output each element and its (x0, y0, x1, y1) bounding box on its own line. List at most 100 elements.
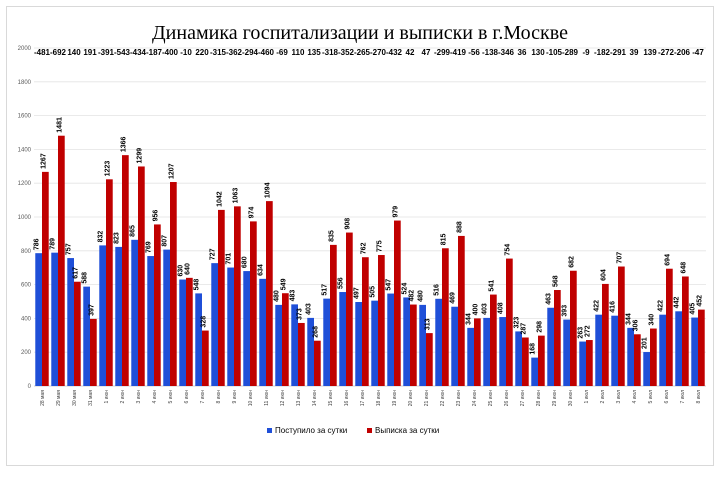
legend-swatch-discharged (367, 428, 372, 433)
x-tick-label: 27 июн (520, 390, 526, 406)
bar-discharged (378, 255, 385, 386)
bar-discharged (138, 166, 145, 386)
data-label: 541 (488, 280, 495, 292)
bar-admitted (355, 302, 362, 386)
x-tick-label: 20 июн (408, 390, 414, 406)
difference-label: 130 (531, 48, 545, 57)
bar-admitted (467, 327, 474, 386)
y-tick-label: 0 (28, 384, 32, 390)
bar-admitted (99, 245, 106, 386)
bar-admitted (371, 300, 378, 386)
bar-admitted (419, 304, 426, 386)
difference-label: -352 (338, 48, 355, 57)
data-label: 306 (632, 319, 639, 331)
data-label: 393 (562, 305, 569, 317)
data-label: 469 (450, 292, 457, 304)
data-label: 604 (600, 269, 607, 281)
x-tick-label: 22 июн (440, 390, 446, 406)
difference-label: -294 (242, 48, 259, 57)
difference-label: -47 (692, 48, 704, 57)
data-label: 1094 (264, 182, 271, 198)
data-label: 682 (568, 256, 575, 268)
x-tick-label: 28 мая (40, 390, 46, 406)
bar-discharged (410, 304, 417, 386)
bar-discharged (346, 232, 353, 386)
y-tick-label: 1000 (18, 215, 32, 221)
data-label: 588 (82, 272, 89, 284)
bar-admitted (563, 319, 570, 386)
data-label: 701 (226, 253, 233, 265)
x-tick-label: 29 мая (56, 390, 62, 406)
data-label: 694 (664, 254, 671, 266)
bar-admitted (211, 263, 218, 386)
data-label: 789 (50, 238, 57, 250)
difference-label: -400 (162, 48, 179, 57)
bar-discharged (74, 281, 81, 386)
data-label: 1267 (40, 153, 47, 169)
x-tick-label: 4 июл (632, 390, 638, 404)
x-tick-label: 21 июн (424, 390, 430, 406)
bar-admitted (515, 331, 522, 386)
data-label: 832 (98, 231, 105, 243)
data-label: 549 (280, 278, 287, 290)
bar-admitted (691, 317, 698, 386)
bar-discharged (234, 206, 241, 386)
data-label: 313 (424, 318, 431, 330)
data-label: 263 (578, 327, 585, 339)
bar-discharged (186, 277, 193, 386)
difference-label: -182 (594, 48, 611, 57)
difference-label: -291 (610, 48, 627, 57)
bar-admitted (595, 314, 602, 386)
x-tick-label: 16 июн (344, 390, 350, 406)
difference-label: -434 (130, 48, 147, 57)
data-label: 648 (680, 262, 687, 274)
difference-label: 110 (292, 48, 305, 57)
data-label: 298 (536, 321, 543, 333)
bar-discharged (90, 318, 97, 386)
difference-label: -187 (146, 48, 163, 57)
data-label: 373 (296, 308, 303, 320)
bar-discharged (426, 333, 433, 386)
y-tick-label: 200 (21, 350, 32, 356)
data-label: 680 (242, 256, 249, 268)
x-tick-label: 12 июн (280, 390, 286, 406)
data-label: 1481 (56, 117, 63, 133)
difference-label: -270 (370, 48, 387, 57)
data-label: 815 (440, 233, 447, 245)
x-tick-label: 2 июн (120, 390, 126, 404)
data-label: 888 (456, 221, 463, 233)
difference-label: 140 (67, 48, 81, 57)
bar-admitted (227, 267, 234, 386)
bar-discharged (314, 340, 321, 386)
bar-admitted (387, 293, 394, 386)
data-label: 823 (114, 232, 121, 244)
bar-admitted (483, 317, 490, 386)
data-label: 1207 (168, 163, 175, 179)
bar-admitted (659, 314, 666, 386)
bar-discharged (58, 135, 65, 386)
bar-admitted (675, 311, 682, 386)
y-tick-label: 1600 (18, 114, 32, 120)
data-label: 344 (466, 313, 473, 325)
difference-label: -105 (546, 48, 563, 57)
difference-label: -391 (98, 48, 115, 57)
bar-admitted (243, 271, 250, 386)
bar-admitted (35, 253, 42, 386)
difference-label: -315 (210, 48, 227, 57)
data-label: 405 (690, 303, 697, 315)
bar-admitted (179, 279, 186, 386)
x-tick-label: 10 июн (248, 390, 254, 406)
bar-discharged (618, 266, 625, 386)
data-label: 272 (584, 325, 591, 337)
data-label: 707 (616, 252, 623, 264)
x-tick-label: 4 июн (152, 390, 158, 404)
data-label: 908 (344, 218, 351, 230)
x-tick-label: 23 июн (456, 390, 462, 406)
y-tick-label: 400 (21, 316, 32, 322)
data-label: 403 (306, 303, 313, 315)
x-tick-label: 30 июн (568, 390, 574, 406)
grid (34, 47, 706, 387)
y-tick-label: 600 (21, 283, 32, 289)
data-label: 505 (370, 286, 377, 298)
difference-label: 220 (195, 48, 209, 57)
